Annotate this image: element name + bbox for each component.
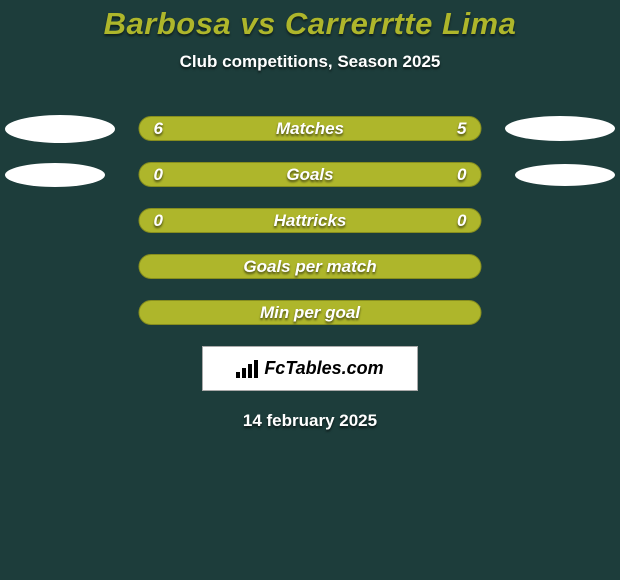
metric-row: 6Matches5	[0, 116, 620, 141]
metric-value-right: 0	[417, 211, 467, 231]
metric-value-right: 5	[417, 119, 467, 139]
metric-value-left: 0	[154, 165, 204, 185]
brand-text: FcTables.com	[264, 358, 383, 379]
date-line: 14 february 2025	[0, 411, 620, 431]
metric-bar: Min per goal	[139, 300, 482, 325]
indicator-ellipse-left	[5, 115, 115, 143]
metric-value-right: 0	[417, 165, 467, 185]
metric-label: Matches	[204, 119, 417, 139]
metric-bar: Goals per match	[139, 254, 482, 279]
page-subtitle: Club competitions, Season 2025	[0, 52, 620, 72]
metric-bar: 0Goals0	[139, 162, 482, 187]
metric-label: Goals per match	[204, 257, 417, 277]
indicator-ellipse-right	[505, 116, 615, 141]
metric-row: 0Goals0	[0, 162, 620, 187]
metric-label: Min per goal	[204, 303, 417, 323]
comparison-chart: 6Matches50Goals00Hattricks0Goals per mat…	[0, 116, 620, 325]
indicator-ellipse-left	[5, 163, 105, 187]
metric-bar: 6Matches5	[139, 116, 482, 141]
indicator-ellipse-right	[515, 164, 615, 186]
metric-value-left: 0	[154, 211, 204, 231]
metric-bar: 0Hattricks0	[139, 208, 482, 233]
metric-label: Goals	[204, 165, 417, 185]
metric-label: Hattricks	[204, 211, 417, 231]
metric-row: Goals per match	[0, 254, 620, 279]
metric-row: Min per goal	[0, 300, 620, 325]
footer-card: FcTables.com	[202, 346, 418, 391]
metric-row: 0Hattricks0	[0, 208, 620, 233]
page-title: Barbosa vs Carrerrtte Lima	[0, 0, 620, 42]
bars-icon	[236, 360, 258, 378]
metric-value-left: 6	[154, 119, 204, 139]
